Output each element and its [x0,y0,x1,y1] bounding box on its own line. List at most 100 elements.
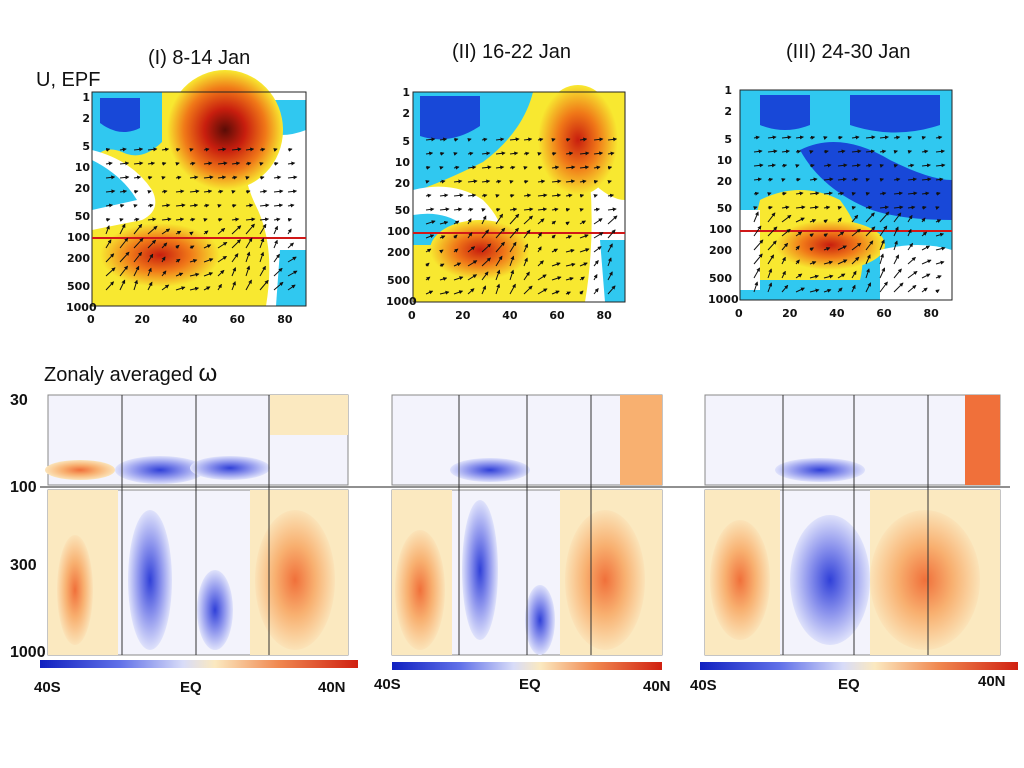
ep-flux-arrow [837,206,842,210]
ep-flux-arrow [467,179,478,184]
ep-flux-arrow [921,273,931,279]
ep-flux-arrow [753,281,759,293]
ep-flux-arrow [823,149,829,154]
ep-flux-arrow [203,230,209,235]
ep-flux-arrow [259,265,266,277]
ep-flux-arrow [837,135,843,140]
ep-flux-arrow [809,233,814,238]
ep-flux-arrow [203,218,208,222]
ep-flux-arrow [565,235,573,240]
ep-flux-arrow [467,218,472,225]
ep-flux-arrow [795,205,806,210]
ep-flux-arrow [119,203,125,208]
ep-flux-arrow [175,175,182,180]
ep-flux-arrow [245,237,253,249]
ep-flux-arrow [823,260,833,265]
ep-flux-arrow [865,282,872,293]
ep-flux-arrow [203,175,214,180]
ep-flux-arrow [781,135,792,140]
ep-flux-arrow [837,149,846,154]
ep-flux-arrow [287,175,298,180]
ep-flux-arrow [203,272,214,277]
ep-flux-arrow [189,217,196,222]
ep-flux-arrow [481,193,488,198]
ep-flux-arrow [781,270,786,279]
ep-flux-arrow [453,179,463,184]
ep-flux-arrow [851,256,860,265]
ep-flux-arrow [767,135,777,140]
ep-flux-arrow [565,207,571,212]
y-tick-label: 50 [74,209,90,223]
ep-flux-arrow [921,163,932,168]
pressure-label-1000: 1000 [10,644,46,661]
ep-flux-arrow [231,281,236,291]
ep-flux-arrow [809,163,815,168]
ep-flux-arrow [935,163,946,168]
lat-label-eq-3: EQ [838,676,860,693]
ep-flux-arrow [119,279,126,291]
ep-flux-arrow [753,177,762,182]
ep-flux-arrow [935,149,946,154]
panel-u-epf-3 [739,89,953,301]
ep-flux-arrow [203,189,213,194]
x-tick-label: 80 [923,307,939,320]
ep-flux-arrow [481,151,491,156]
ep-flux-arrow [273,253,280,263]
ep-flux-arrow [259,279,269,291]
ep-flux-arrow [579,290,584,295]
ep-flux-arrow [175,230,182,235]
ep-flux-arrow [551,138,556,142]
ep-flux-arrow [753,225,762,237]
ep-flux-arrow [865,163,873,168]
ep-flux-arrow [753,253,763,265]
ep-flux-arrow [781,242,789,251]
ep-flux-arrow [879,191,887,196]
ep-flux-arrow [259,217,270,222]
pressure-label-300: 300 [10,557,37,574]
ep-flux-arrow [189,148,194,152]
ep-flux-arrow [175,272,184,277]
ep-flux-arrow [551,276,562,281]
ep-flux-arrow [865,135,876,140]
ep-flux-arrow [105,147,111,152]
ep-flux-arrow [551,290,560,295]
ep-flux-arrow [935,177,944,182]
ep-flux-arrow [593,179,599,184]
ep-flux-arrow [523,257,528,267]
ep-flux-arrow [495,255,503,267]
ep-flux-arrow [119,147,127,152]
ep-flux-arrow [865,149,875,154]
y-tick-label: 2 [82,112,90,126]
ep-flux-arrow [865,205,873,210]
ep-flux-arrow [245,176,250,180]
ep-flux-arrow [893,164,899,168]
ep-flux-arrow [147,175,153,180]
ep-flux-arrow [273,175,282,180]
ep-flux-arrow [767,163,776,168]
ep-flux-arrow [509,227,519,239]
ep-flux-arrow [217,175,227,180]
ep-flux-arrow [551,179,562,184]
ep-flux-arrow [273,189,284,194]
ep-flux-arrow [935,206,940,210]
ep-flux-arrow [565,262,576,267]
ep-flux-arrow [795,287,805,293]
y-tick-label: 1 [402,86,410,99]
ep-flux-arrow [217,227,226,235]
ep-flux-arrow [119,218,124,222]
ep-flux-arrow [607,243,613,253]
ep-flux-arrow [161,176,166,180]
ep-flux-arrow [189,272,200,277]
ep-flux-arrow [837,177,847,182]
ep-flux-arrow [467,232,473,239]
ep-flux-arrow [753,267,761,279]
ep-flux-arrow [161,228,171,235]
ep-flux-arrow [245,265,251,277]
ep-flux-arrow [147,147,158,152]
ep-flux-arrow [273,148,278,152]
ep-flux-arrow [523,166,528,170]
ep-flux-arrow [161,270,167,277]
x-tick-label: 0 [87,313,95,326]
ep-flux-arrow [565,276,574,281]
x-tick-label: 80 [596,309,612,322]
